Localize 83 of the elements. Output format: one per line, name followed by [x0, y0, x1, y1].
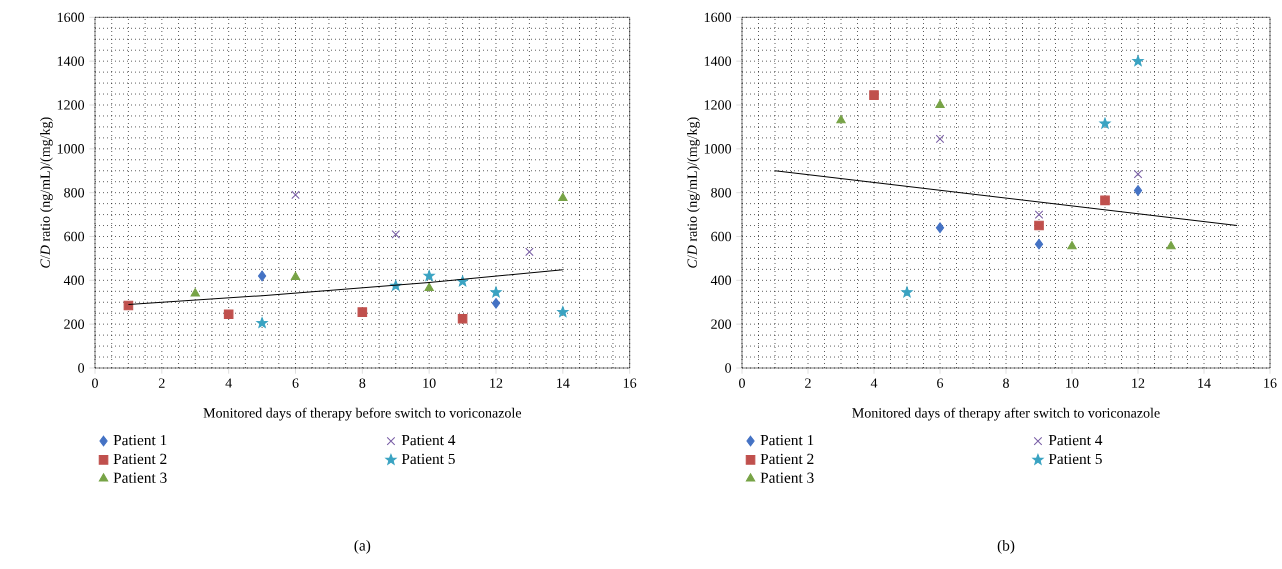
point	[836, 115, 846, 124]
x-tick-label: 0	[739, 378, 745, 388]
point	[424, 282, 434, 291]
point	[491, 298, 501, 309]
x-tick-label: 16	[623, 378, 637, 388]
point	[1034, 220, 1044, 231]
x-axis-title: Monitored days of therapy after switch to voriconazole	[852, 407, 1160, 421]
x-tick-label: 12	[1132, 378, 1145, 388]
x-tick-label: 8	[1003, 378, 1009, 388]
y-tick-label: 400	[63, 275, 85, 286]
x-tick-label: 2	[805, 378, 811, 388]
legend-label: Patient 2	[760, 453, 814, 465]
y-tick-label: 600	[711, 231, 732, 242]
legend-label: Patient 5	[1048, 453, 1102, 465]
point	[457, 313, 468, 324]
x-tick-label: 6	[292, 378, 299, 388]
x-tick-label: 14	[557, 378, 570, 388]
y-tick-label: 1400	[57, 56, 85, 66]
y-tick-label: 1000	[57, 144, 85, 154]
point	[1100, 195, 1110, 206]
y-tick-label: 600	[64, 231, 85, 242]
x-tick-label: 0	[92, 378, 98, 388]
point	[869, 90, 879, 100]
x-tick-label: 10	[1066, 378, 1079, 388]
point	[1034, 238, 1044, 250]
point	[935, 99, 945, 108]
point	[558, 192, 568, 202]
x-tick-label: 6	[937, 378, 944, 388]
point	[1166, 241, 1176, 250]
point	[1034, 210, 1044, 219]
y-tick-label: 1000	[704, 144, 732, 154]
point	[525, 247, 534, 257]
y-tick-label: 0	[78, 363, 85, 373]
text: (a)	[354, 539, 371, 554]
x-tick-label: 2	[158, 378, 165, 388]
point	[490, 286, 502, 298]
y-tick-label: 800	[64, 187, 85, 198]
legend-label: Patient 5	[401, 453, 455, 465]
legend-label: Patient 4	[401, 434, 456, 446]
point	[1133, 185, 1143, 196]
point	[291, 190, 300, 200]
y-tick-label: 200	[711, 319, 732, 329]
y-tick-label: 400	[710, 275, 732, 286]
point	[423, 270, 435, 281]
point	[290, 271, 301, 280]
point	[935, 134, 945, 144]
point	[901, 286, 913, 298]
text: (b)	[997, 539, 1015, 554]
x-tick-label: 4	[870, 378, 878, 388]
point	[257, 270, 267, 282]
legend-label: Patient 1	[113, 434, 167, 446]
y-tick-label: 1400	[704, 56, 732, 66]
point	[456, 275, 469, 287]
y-tick-label: 1600	[704, 12, 732, 23]
point	[357, 307, 368, 317]
legend-label: Patient 3	[760, 472, 814, 483]
y-tick-label: 1200	[57, 100, 85, 110]
point	[1133, 169, 1143, 179]
legend-label: Patient 2	[113, 453, 167, 465]
point	[223, 309, 234, 320]
legend-label: Patient 1	[760, 434, 814, 446]
point	[256, 317, 268, 328]
x-tick-label: 12	[490, 378, 503, 388]
point	[190, 288, 200, 297]
legend-label: Patient 3	[113, 472, 167, 483]
x-tick-label: 16	[1264, 378, 1277, 388]
x-tick-label: 4	[225, 378, 232, 388]
point	[557, 306, 569, 317]
legend-label: Patient 4	[1048, 434, 1103, 446]
x-tick-label: 14	[1198, 378, 1211, 388]
x-tick-label: 10	[423, 378, 436, 388]
point	[1132, 55, 1144, 67]
x-axis-title: Monitored days of therapy before switch to voriconazole	[203, 407, 522, 421]
point	[391, 230, 401, 239]
y-tick-label: 200	[64, 319, 85, 329]
y-tick-label: 1600	[57, 12, 85, 23]
y-tick-label: 0	[725, 363, 732, 373]
y-tick-label: 1200	[704, 100, 732, 110]
point	[1067, 241, 1077, 250]
point	[935, 222, 945, 234]
point	[1099, 117, 1111, 129]
x-tick-label: 8	[359, 378, 366, 388]
y-tick-label: 800	[711, 187, 732, 198]
